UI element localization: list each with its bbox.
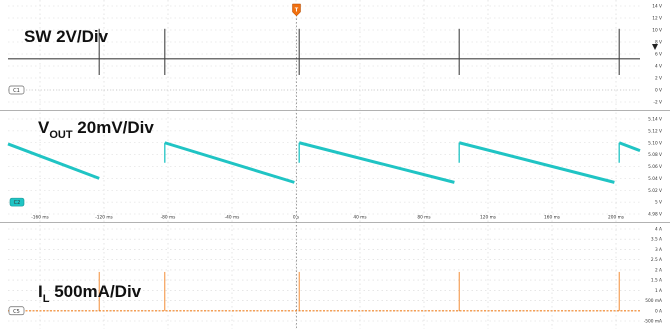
- y-tick-label: 3.5 A: [651, 237, 662, 243]
- y-tick-label: 5.14 V: [648, 117, 662, 123]
- vout-label: VOUT 20mV/Div: [38, 118, 154, 141]
- x-tick-label: -120 ms: [95, 215, 113, 221]
- y-tick-label: 5.12 V: [648, 128, 662, 134]
- y-tick-label: 5.04 V: [648, 176, 662, 182]
- y-tick-label: 5.06 V: [648, 164, 662, 170]
- y-tick-label: -500 mA: [644, 319, 662, 325]
- vout-label-main: V: [38, 118, 50, 137]
- y-tick-label: 2 V: [655, 76, 662, 82]
- y-tick-label: 14 V: [652, 4, 662, 10]
- il-label: IL 500mA/Div: [38, 282, 142, 305]
- y-tick-label: 5.02 V: [648, 188, 662, 194]
- y-tick-label: 0 A: [655, 308, 662, 314]
- sw-label: SW 2V/Div: [24, 27, 109, 46]
- y-tick-label: 4 A: [655, 227, 662, 233]
- c2-marker-label: C2: [14, 200, 21, 206]
- traces: [7, 28, 641, 312]
- il-label-rest: 500mA/Div: [49, 282, 141, 301]
- x-tick-label: 0 s: [293, 215, 300, 221]
- y-tick-label: 1.5 A: [651, 278, 662, 284]
- vout-trace-ramp: [618, 141, 641, 153]
- x-tick-label: -160 ms: [31, 215, 49, 221]
- x-tick-label: 40 ms: [353, 215, 367, 221]
- x-tick-label: 120 ms: [480, 215, 497, 221]
- y-tick-label: 0 V: [655, 88, 662, 94]
- x-tick-label: -80 ms: [161, 215, 177, 221]
- y-tick-label: 4.98 V: [648, 212, 662, 218]
- x-tick-label: 160 ms: [544, 215, 561, 221]
- labels: 14 V 12 V 10 V 8 V 6 V 4 V 2 V 0 V -2 V 5.14 V 5.1…: [31, 4, 662, 325]
- vout-label-rest: 20mV/Div: [73, 118, 155, 137]
- x-tick-label: 200 ms: [608, 215, 625, 221]
- vout-trace-ramp: [458, 141, 615, 184]
- y-tick-label: 1 A: [655, 288, 662, 294]
- y-tick-label: 4 V: [655, 64, 662, 70]
- y-tick-label: 500 mA: [645, 298, 662, 304]
- y-tick-label: 5 V: [655, 200, 662, 206]
- c5-marker: [8, 306, 25, 316]
- il-label-sub: L: [43, 293, 50, 305]
- y-tick-label: 8 V: [655, 40, 662, 46]
- c1-marker-label: C1: [13, 88, 20, 94]
- y-tick-label: 6 V: [655, 52, 662, 58]
- y-tick-label: 5.08 V: [648, 152, 662, 158]
- y-tick-label: 12 V: [652, 16, 662, 22]
- y-tick-label: 2.5 A: [651, 257, 662, 263]
- panes: [0, 110, 670, 223]
- y-tick-label: 5.10 V: [648, 140, 662, 146]
- c2-marker: [9, 197, 25, 207]
- il-label-main: I: [38, 282, 43, 301]
- trigger-marker: [292, 3, 301, 17]
- y-tick-label: -2 V: [653, 100, 662, 106]
- grid: [8, 0, 640, 329]
- c5-marker-label: C5: [13, 309, 20, 315]
- trigger-marker-label: T: [295, 8, 299, 14]
- cursor-marker-icon: [652, 44, 658, 50]
- x-tick-label: -40 ms: [225, 215, 241, 221]
- vout-trace-ramp: [7, 142, 100, 180]
- vout-trace-ramp: [298, 141, 455, 184]
- y-tick-label: 3 A: [655, 247, 662, 253]
- overlay: C1 C2 C5 T: [8, 3, 658, 316]
- c1-marker: [8, 85, 25, 95]
- y-tick-label: 10 V: [652, 28, 662, 34]
- y-tick-label: 2 A: [655, 267, 662, 273]
- vout-trace-ramp: [164, 141, 295, 184]
- x-tick-label: 80 ms: [417, 215, 431, 221]
- vout-label-sub: OUT: [49, 129, 73, 141]
